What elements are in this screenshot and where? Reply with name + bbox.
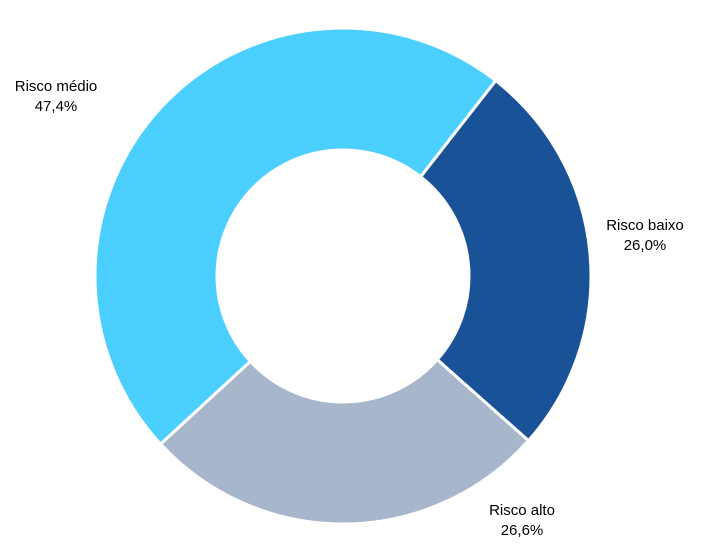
labels-layer: Risco médio 47,4% Risco baixo 26,0% Risco al…	[15, 78, 684, 539]
slice-risco-baixo	[418, 78, 593, 443]
label-name-risco-medio: Risco médio	[15, 78, 98, 95]
label-name-risco-baixo: Risco baixo	[606, 217, 684, 234]
slice-risco-medio	[93, 26, 498, 447]
label-value-risco-baixo: 26,0%	[624, 237, 667, 254]
slices-layer	[93, 26, 593, 526]
slice-risco-alto	[158, 357, 531, 526]
label-name-risco-alto: Risco alto	[489, 502, 555, 519]
label-value-risco-medio: 47,4%	[35, 98, 78, 115]
label-value-risco-alto: 26,6%	[501, 522, 544, 539]
